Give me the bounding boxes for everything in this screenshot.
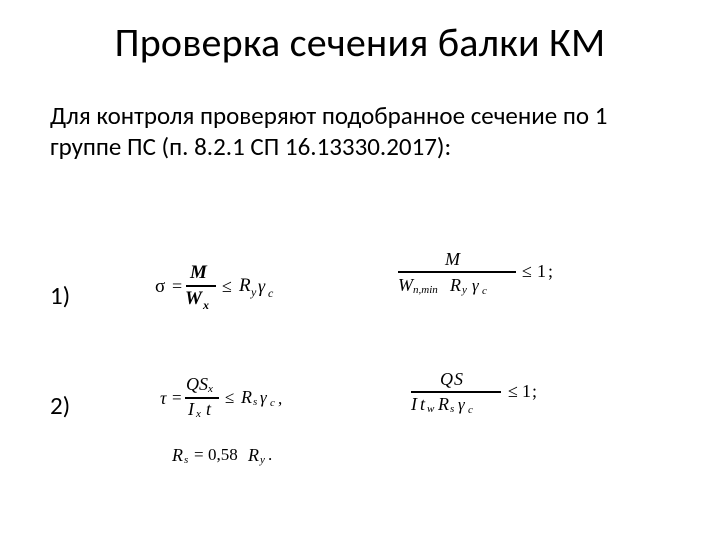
- gamma-symbol: γ: [472, 276, 479, 296]
- R-symbol: R: [239, 275, 251, 297]
- denominator-t: t: [420, 394, 425, 415]
- subscript-y: y: [251, 285, 256, 300]
- subscript-nmin: n,min: [413, 284, 438, 296]
- le-symbol: ≤: [222, 276, 232, 297]
- subscript-s: s: [450, 403, 454, 415]
- formula-2-right: Q S I t w R s γ c ≤ 1 ;: [408, 367, 608, 427]
- R-symbol: R: [248, 445, 259, 466]
- equals-symbol: =: [172, 276, 182, 297]
- fraction-bar: [186, 285, 216, 287]
- R-symbol: R: [241, 387, 252, 408]
- numerator-S: S: [199, 374, 208, 395]
- tau-symbol: τ: [160, 388, 166, 409]
- period: .: [268, 445, 272, 465]
- subscript-y: y: [462, 284, 467, 296]
- gamma-symbol: γ: [458, 395, 465, 415]
- one: 1: [537, 261, 546, 282]
- numerator-Q: Q: [440, 369, 453, 390]
- subscript-x: x: [196, 408, 201, 420]
- sigma-symbol: σ: [155, 276, 165, 298]
- subscript-x: x: [208, 383, 213, 395]
- subscript-s: s: [253, 396, 257, 408]
- slide-title: Проверка сечения балки КМ: [0, 18, 720, 67]
- denominator-I: I: [411, 394, 417, 415]
- subscript-w: w: [427, 403, 434, 415]
- semicolon: ;: [532, 381, 537, 402]
- formula-rs-definition: R s = 0,58 R y .: [172, 445, 352, 475]
- R-symbol: R: [438, 394, 449, 415]
- equals-symbol: =: [172, 388, 182, 408]
- item-number-2: 2): [50, 390, 70, 421]
- R-symbol: R: [450, 275, 461, 296]
- denominator-t: t: [206, 399, 211, 420]
- formula-2-left: τ = Q S x I x t ≤ R s γ c ,: [155, 370, 355, 430]
- comma: ,: [278, 389, 282, 409]
- formula-1-left: σ = M W x ≤ R y γ c: [155, 258, 335, 318]
- fraction-bar: [398, 271, 516, 273]
- W-symbol: W: [398, 275, 413, 296]
- numerator-Q: Q: [186, 374, 199, 395]
- subscript-c: c: [268, 286, 273, 301]
- subscript-x: x: [203, 298, 209, 313]
- subscript-s: s: [184, 454, 188, 466]
- le-symbol: ≤: [508, 381, 518, 402]
- semicolon: ;: [548, 261, 553, 282]
- equals-symbol: =: [194, 445, 204, 465]
- subscript-c: c: [270, 397, 275, 409]
- denominator-W: W: [185, 288, 202, 310]
- numerator-M: M: [190, 262, 207, 284]
- le-symbol: ≤: [225, 388, 234, 408]
- denominator-I: I: [188, 399, 194, 420]
- subscript-c: c: [482, 285, 487, 297]
- subscript-c: c: [468, 404, 473, 416]
- gamma-symbol: γ: [258, 276, 265, 297]
- one: 1: [522, 381, 531, 402]
- subscript-y: y: [260, 454, 265, 466]
- slide: Проверка сечения балки КМ Для контроля п…: [0, 0, 720, 540]
- gamma-symbol: γ: [260, 388, 267, 408]
- formula-1-right: M W n,min R y γ c ≤ 1 ;: [395, 247, 605, 307]
- fraction-bar: [411, 391, 501, 393]
- R-symbol: R: [172, 445, 183, 466]
- coefficient-value: 0,58: [208, 445, 238, 465]
- le-symbol: ≤: [522, 261, 532, 282]
- item-number-1: 1): [50, 280, 70, 311]
- numerator-M: M: [445, 249, 460, 270]
- body-text: Для контроля проверяют подобранное сечен…: [50, 100, 670, 163]
- numerator-S: S: [454, 369, 463, 390]
